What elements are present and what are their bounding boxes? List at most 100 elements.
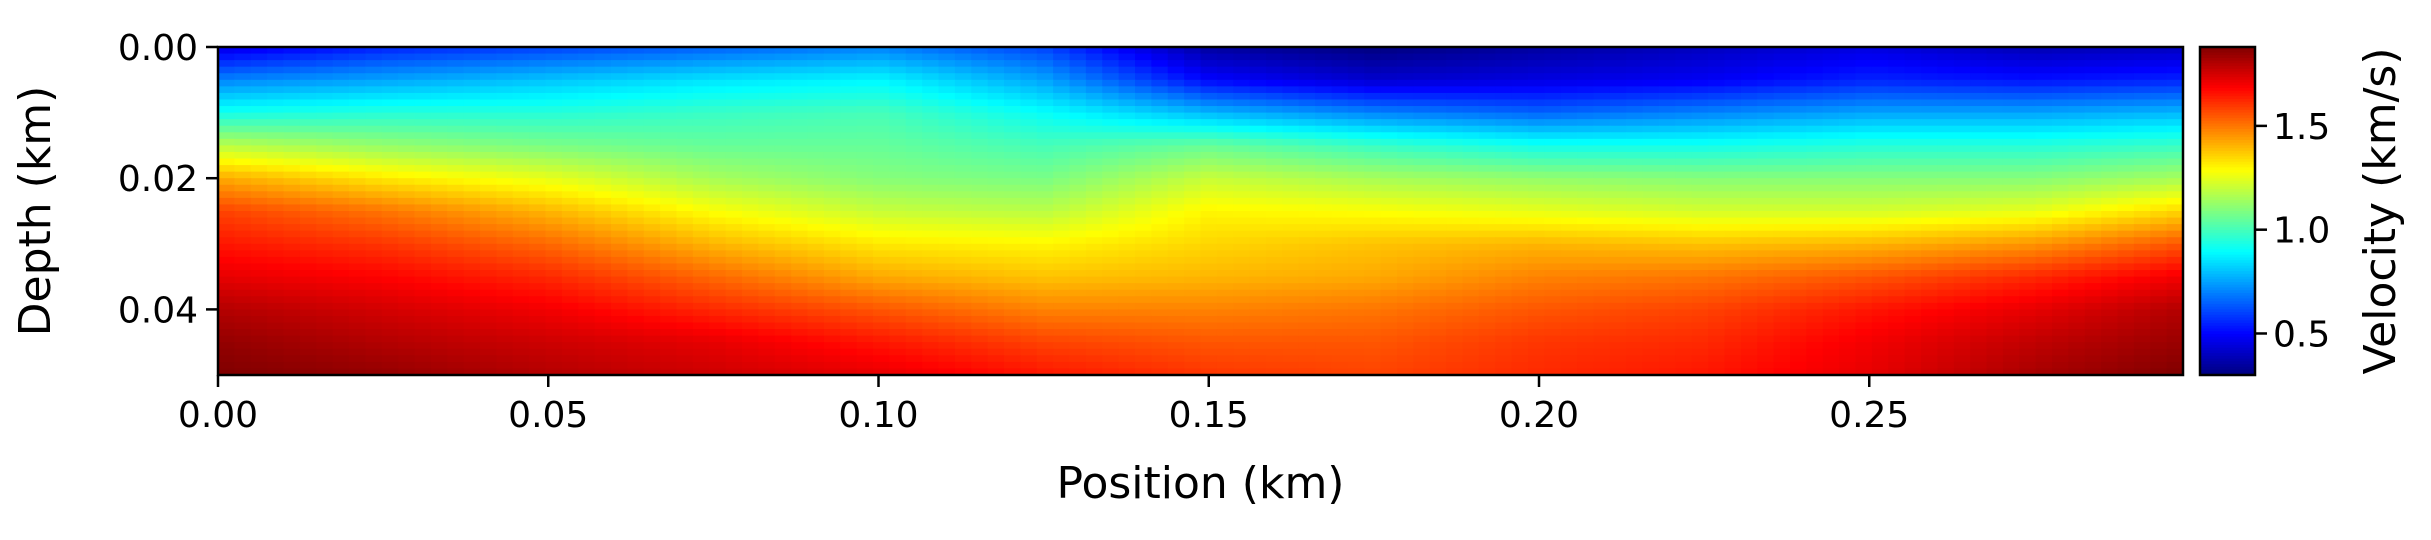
heatmap-cell xyxy=(430,73,448,81)
heatmap-cell xyxy=(2133,53,2151,61)
heatmap-cell xyxy=(1446,283,1464,291)
heatmap-cell xyxy=(1478,66,1496,74)
heatmap-cell xyxy=(856,184,874,192)
heatmap-cell xyxy=(1216,283,1234,291)
heatmap-cell xyxy=(1429,243,1447,251)
heatmap-cell xyxy=(954,211,972,219)
heatmap-cell xyxy=(1020,99,1038,107)
heatmap-cell xyxy=(299,66,317,74)
heatmap-cell xyxy=(2166,92,2184,101)
heatmap-cell xyxy=(1773,106,1791,114)
heatmap-cell xyxy=(1446,289,1464,297)
heatmap-cell xyxy=(1724,66,1742,74)
heatmap-cell xyxy=(2084,224,2102,232)
heatmap-cell xyxy=(1921,230,1938,238)
heatmap-cell xyxy=(447,191,465,199)
heatmap-cell xyxy=(627,119,645,127)
heatmap-cell xyxy=(234,191,252,199)
heatmap-cell xyxy=(234,309,252,317)
heatmap-cell xyxy=(561,165,579,173)
heatmap-cell xyxy=(692,132,710,140)
heatmap-cell xyxy=(1151,296,1169,304)
heatmap-cell xyxy=(496,60,514,68)
heatmap-cell xyxy=(1888,283,1906,291)
heatmap-cell xyxy=(643,289,661,297)
heatmap-cell xyxy=(218,171,235,179)
heatmap-cell xyxy=(365,125,383,133)
heatmap-cell xyxy=(611,315,628,324)
heatmap-cell xyxy=(1577,106,1595,114)
heatmap-cell xyxy=(676,309,694,317)
heatmap-cell xyxy=(1528,138,1545,146)
heatmap-cell xyxy=(1871,263,1889,271)
heatmap-cell xyxy=(1413,86,1431,94)
heatmap-cell xyxy=(1970,92,1988,101)
heatmap-cell xyxy=(1740,197,1758,206)
heatmap-cell xyxy=(954,132,972,140)
heatmap-cell xyxy=(234,125,252,133)
heatmap-cell xyxy=(2166,138,2184,146)
heatmap-cell xyxy=(692,106,710,114)
heatmap-cell xyxy=(1495,309,1513,317)
heatmap-cell xyxy=(1626,237,1644,245)
heatmap-cell xyxy=(1397,73,1414,81)
heatmap-cell xyxy=(676,270,694,278)
heatmap-cell xyxy=(2019,151,2037,160)
heatmap-cell xyxy=(1429,112,1447,120)
heatmap-cell xyxy=(1429,270,1447,278)
heatmap-cell xyxy=(1102,178,1120,186)
heatmap-cell xyxy=(1282,99,1300,107)
heatmap-cell xyxy=(1839,263,1857,271)
heatmap-cell xyxy=(332,79,350,87)
heatmap-cell xyxy=(561,309,579,317)
heatmap-cell xyxy=(381,250,399,258)
heatmap-cell xyxy=(1970,224,1988,232)
heatmap-cell xyxy=(987,99,1005,107)
heatmap-cell xyxy=(594,197,612,206)
heatmap-cell xyxy=(2150,211,2168,219)
heatmap-cell xyxy=(1871,270,1889,278)
heatmap-cell xyxy=(1888,112,1906,120)
heatmap-cell xyxy=(512,178,530,186)
heatmap-cell xyxy=(1609,184,1627,192)
heatmap-cell xyxy=(1937,302,1955,310)
heatmap-cell xyxy=(1446,47,1464,55)
heatmap-cell xyxy=(1921,165,1938,173)
heatmap-cell xyxy=(1773,309,1791,317)
heatmap-cell xyxy=(774,92,792,101)
heatmap-cell xyxy=(1216,178,1234,186)
heatmap-cell xyxy=(1380,315,1398,324)
heatmap-cell xyxy=(660,270,678,278)
heatmap-cell xyxy=(758,138,776,146)
heatmap-cell xyxy=(2150,191,2168,199)
heatmap-cell xyxy=(267,60,285,68)
heatmap-cell xyxy=(1347,276,1365,284)
heatmap-cell xyxy=(1691,184,1709,192)
heatmap-cell xyxy=(611,79,628,87)
heatmap-cell xyxy=(1708,151,1726,160)
heatmap-cell xyxy=(1053,138,1071,146)
heatmap-cell xyxy=(316,99,334,107)
heatmap-cell xyxy=(1413,138,1431,146)
heatmap-cell xyxy=(2101,184,2119,192)
heatmap-cell xyxy=(1331,60,1349,68)
heatmap-cell xyxy=(971,184,989,192)
heatmap-cell xyxy=(1397,224,1414,232)
heatmap-cell xyxy=(1298,106,1316,114)
heatmap-cell xyxy=(1020,230,1038,238)
heatmap-cell xyxy=(2101,263,2119,271)
heatmap-cell xyxy=(332,165,350,173)
heatmap-cell xyxy=(840,92,858,101)
heatmap-cell xyxy=(938,224,956,232)
heatmap-cell xyxy=(1921,256,1938,265)
heatmap-cell xyxy=(627,217,645,225)
heatmap-cell xyxy=(1790,276,1807,284)
heatmap-cell xyxy=(381,99,399,107)
heatmap-cell xyxy=(365,217,383,225)
heatmap-cell xyxy=(561,79,579,87)
heatmap-cell xyxy=(1315,289,1333,297)
heatmap-cell xyxy=(398,276,416,284)
heatmap-cell xyxy=(2117,276,2135,284)
heatmap-cell xyxy=(1544,250,1562,258)
heatmap-cell xyxy=(1085,250,1103,258)
